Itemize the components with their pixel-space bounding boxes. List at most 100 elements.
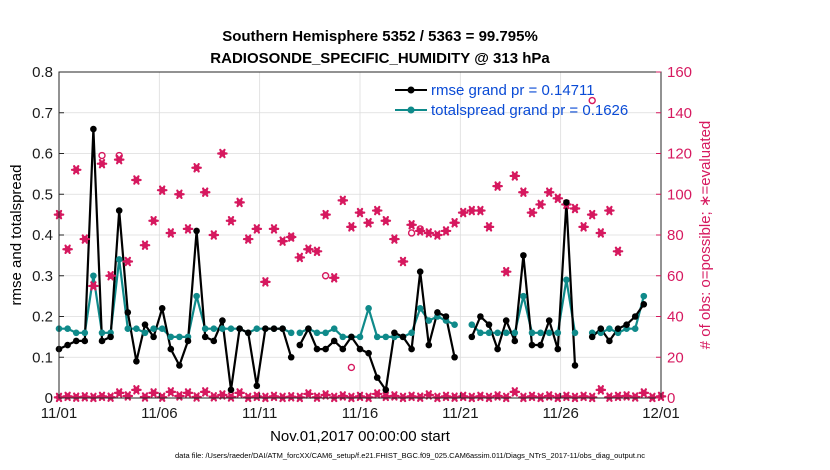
obs-evaluated-point-ring [331, 394, 338, 401]
obs-possible-point [98, 151, 106, 160]
obs-evaluated-point [647, 392, 658, 403]
rmse-point [150, 333, 157, 341]
rmse-point [477, 313, 484, 320]
rmse-point [373, 374, 381, 381]
right-y-tick-label: 80 [667, 227, 684, 244]
obs-possible-point [347, 363, 356, 372]
obs-evaluated-point [518, 392, 529, 403]
right-y-tick-label: 140 [667, 105, 692, 122]
totalspread-point [485, 329, 493, 337]
totalspread-point [201, 325, 209, 333]
rmse-point [382, 386, 390, 394]
obs-evaluated-point [629, 392, 641, 402]
obs-evaluated-point [500, 392, 512, 403]
obs-evaluated-point [569, 203, 581, 214]
obs-evaluated-point [260, 392, 271, 403]
obs-evaluated-point-ring [520, 189, 527, 196]
rmse-point [227, 386, 235, 394]
obs-evaluated-point [285, 392, 297, 402]
obs-evaluated-point [518, 187, 529, 197]
rmse-point [545, 317, 553, 324]
rmse-point [124, 309, 132, 316]
right-y-tick-label: 20 [667, 349, 684, 366]
chart-subtitle: RADIOSONDE_SPECIFIC_HUMIDITY @ 313 hPa [210, 50, 550, 67]
left-y-tick-label: 0.1 [32, 349, 53, 366]
obs-evaluated-point-ring [631, 393, 639, 401]
obs-evaluated-point-ring [606, 393, 613, 401]
obs-evaluated-point [148, 388, 159, 398]
obs-possible-point [287, 233, 295, 241]
obs-evaluated-point-ring [365, 219, 372, 226]
obs-evaluated-point [449, 392, 460, 402]
obs-evaluated-point [604, 205, 615, 216]
obs-evaluated-point [346, 222, 357, 232]
x-axis-ticks: 11/01 11/06 11/11 11/16 11/21 11/26 12/01 [41, 393, 680, 422]
totalspread-point [554, 329, 562, 337]
grid-lines [59, 72, 661, 398]
obs-evaluated-point-ring [571, 394, 579, 401]
obs-evaluated-point-ring [193, 164, 200, 171]
obs-evaluated-point-ring [408, 221, 415, 229]
chart-title: Southern Hemisphere 5352 / 5363 = 99.795… [222, 28, 538, 45]
obs-evaluated-point-ring [460, 209, 467, 216]
obs-evaluated-point-ring [442, 393, 450, 400]
rmse-point [339, 345, 347, 353]
rmse-point [330, 337, 338, 345]
rmse-point [90, 125, 97, 133]
obs-evaluated-point-ring [606, 207, 613, 214]
obs-evaluated-point-ring [382, 217, 389, 224]
rmse-point [597, 325, 605, 333]
obs-evaluated-point [294, 252, 306, 263]
obs-evaluated-point-ring [434, 231, 441, 239]
totalspread-point [176, 333, 183, 341]
rmse-point [253, 382, 261, 390]
obs-evaluated-point-ring [124, 258, 132, 265]
obs-evaluated-point [234, 388, 245, 398]
totalspread-point [451, 321, 458, 328]
obs-evaluated-point [397, 392, 409, 403]
obs-evaluated-point-ring [382, 393, 389, 400]
totalspread-point [563, 276, 570, 284]
left-y-tick-label: 0.8 [32, 64, 53, 81]
obs-evaluated-point-ring [167, 229, 175, 237]
obs-evaluated-point [148, 216, 159, 226]
obs-evaluated-point [208, 230, 220, 240]
totalspread-point [81, 329, 89, 337]
obs-evaluated-point [612, 391, 624, 402]
obs-evaluated-point [62, 244, 73, 254]
x-tick-label: 12/01 [642, 405, 680, 422]
totalspread-point [167, 333, 175, 341]
obs-evaluated-point [311, 392, 323, 402]
rmse-point [537, 341, 544, 349]
totalspread-point [640, 292, 648, 300]
obs-evaluated-point-ring [537, 394, 544, 401]
obs-evaluated-point [191, 163, 202, 173]
obs-evaluated-point [406, 220, 417, 230]
obs-evaluated-point-ring [528, 393, 536, 400]
obs-evaluated-point-ring [640, 389, 647, 397]
obs-evaluated-point [70, 165, 82, 175]
totalspread-point [631, 325, 639, 333]
obs-evaluated-point-ring [64, 246, 71, 253]
obs-evaluated-point-ring [313, 393, 321, 401]
obs-evaluated-point [561, 391, 572, 402]
obs-evaluated-point [260, 277, 271, 287]
obs-evaluated-point [535, 199, 546, 210]
obs-evaluated-point [303, 389, 314, 399]
rmse-point [494, 345, 501, 353]
obs-evaluated-point-ring [296, 254, 303, 261]
obs-evaluated-point-ring [434, 394, 441, 401]
totalspread-point [373, 333, 381, 341]
x-tick-label: 11/01 [41, 405, 77, 422]
totalspread-point [64, 325, 71, 333]
rmse-point [425, 341, 433, 349]
obs-evaluated-point [466, 392, 478, 403]
obs-evaluated-point-ring [98, 160, 106, 167]
rmse-point [623, 321, 630, 328]
obs-evaluated-point-ring [159, 186, 166, 194]
obs-evaluated-point-ring [494, 182, 501, 190]
rmse-point [184, 337, 192, 345]
obs-evaluated-point [251, 224, 263, 234]
right-y-axis-ticks: 0 20 40 60 80 100 120 140 160 [656, 64, 692, 407]
obs-evaluated-point-ring [227, 217, 235, 224]
